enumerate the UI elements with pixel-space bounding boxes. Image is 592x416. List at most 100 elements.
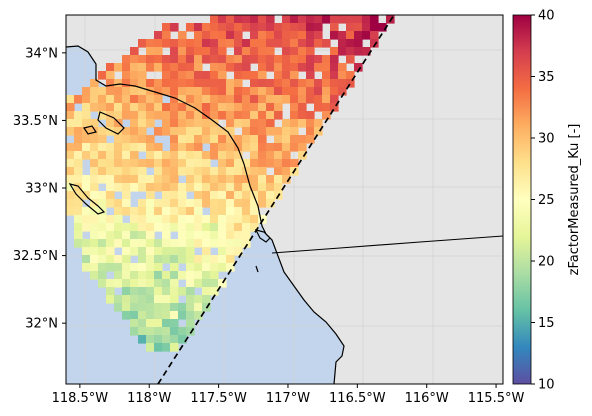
swath-cell: [354, 15, 363, 24]
swath-cell: [194, 271, 203, 280]
swath-cell: [154, 183, 163, 192]
swath-cell: [282, 127, 291, 136]
swath-cell: [146, 287, 155, 296]
swath-cell: [186, 119, 195, 128]
swath-cell: [234, 23, 243, 32]
swath-cell: [258, 151, 267, 160]
swath-cell: [82, 111, 91, 120]
swath-cell: [242, 175, 251, 184]
swath-cell: [138, 103, 147, 112]
swath-cell: [90, 103, 99, 112]
swath-cell: [290, 119, 299, 128]
swath-cell: [130, 215, 139, 224]
swath-cell: [162, 255, 171, 264]
swath-cell: [202, 55, 211, 64]
swath-cell: [74, 119, 83, 128]
swath-cell: [194, 143, 203, 152]
swath-cell: [202, 279, 211, 288]
swath-cell: [162, 159, 171, 168]
swath-cell: [194, 23, 203, 32]
swath-cell: [234, 79, 243, 88]
swath-cell: [74, 215, 83, 224]
swath-cell: [282, 175, 291, 184]
swath-cell: [98, 271, 107, 280]
colorbar: 10 15 20 25 30 35 40 zFactorMeasured_Ku [-]: [512, 9, 582, 393]
swath-cell: [258, 55, 267, 64]
swath-cell: [186, 55, 195, 64]
swath-cell: [242, 215, 251, 224]
swath-cell: [258, 175, 267, 184]
swath-cell: [122, 263, 131, 272]
swath-cell: [194, 191, 203, 200]
swath-cell: [98, 247, 107, 256]
swath-cell: [298, 23, 307, 32]
swath-cell: [226, 127, 235, 136]
swath-cell: [146, 335, 155, 344]
swath-cell: [226, 207, 235, 216]
swath-cell: [146, 343, 155, 352]
swath-cell: [282, 79, 291, 88]
swath-cell: [186, 183, 195, 192]
swath-cell: [90, 143, 99, 152]
swath-cell: [306, 63, 315, 72]
swath-cell: [146, 327, 155, 336]
swath-cell: [306, 31, 315, 40]
swath-cell: [306, 39, 315, 48]
swath-cell: [258, 71, 267, 80]
swath-cell: [250, 23, 259, 32]
swath-cell: [186, 279, 195, 288]
swath-cell: [202, 223, 211, 232]
swath-cell: [242, 119, 251, 128]
swath-cell: [242, 183, 251, 192]
swath-cell: [154, 111, 163, 120]
swath-cell: [258, 87, 267, 96]
swath-cell: [90, 175, 99, 184]
swath-cell: [82, 119, 91, 128]
swath-cell: [146, 63, 155, 72]
swath-cell: [130, 183, 139, 192]
colorbar-tick-label: 10: [538, 378, 555, 393]
swath-cell: [186, 263, 195, 272]
swath-cell: [106, 71, 115, 80]
swath-cell: [106, 231, 115, 240]
swath-cell: [274, 175, 283, 184]
swath-cell: [314, 79, 323, 88]
swath-cell: [82, 95, 91, 104]
swath-cell: [290, 95, 299, 104]
swath-cell: [170, 79, 179, 88]
swath-cell: [202, 295, 211, 304]
swath-cell: [242, 111, 251, 120]
swath-cell: [194, 39, 203, 48]
swath-cell: [186, 151, 195, 160]
swath-cell: [226, 199, 235, 208]
swath-cell: [306, 135, 315, 144]
swath-cell: [354, 47, 363, 56]
swath-cell: [346, 15, 355, 24]
swath-cell: [202, 127, 211, 136]
swath-cell: [90, 215, 99, 224]
swath-cell: [162, 31, 171, 40]
swath-cell: [178, 95, 187, 104]
swath-cell: [138, 271, 147, 280]
swath-cell: [170, 295, 179, 304]
swath-cell: [138, 127, 147, 136]
swath-cell: [154, 95, 163, 104]
swath-cell: [178, 247, 187, 256]
swath-cell: [146, 231, 155, 240]
swath-cell: [266, 31, 275, 40]
swath-cell: [258, 119, 267, 128]
swath-cell: [162, 239, 171, 248]
swath-cell: [226, 167, 235, 176]
swath-cell: [202, 183, 211, 192]
swath-cell: [106, 159, 115, 168]
swath-cell: [146, 159, 155, 168]
swath-cell: [274, 31, 283, 40]
swath-cell: [258, 15, 267, 24]
swath-cell: [170, 87, 179, 96]
swath-cell: [186, 207, 195, 216]
swath-cell: [306, 55, 315, 64]
swath-cell: [282, 23, 291, 32]
swath-cell: [282, 135, 291, 144]
swath-cell: [122, 135, 131, 144]
swath-cell: [194, 303, 203, 312]
